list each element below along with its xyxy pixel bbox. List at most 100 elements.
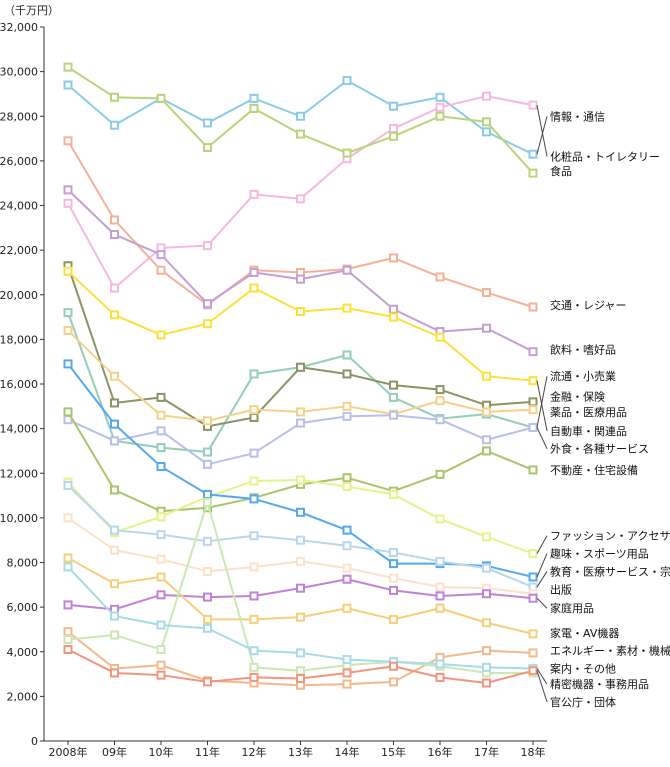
data-point [249,591,259,601]
data-point [342,369,352,379]
y-tick-label: 10,000 [0,512,38,525]
data-point [110,371,119,381]
data-point [203,416,212,426]
data-point [110,92,119,102]
data-point [110,283,119,293]
y-tick-label: 4,000 [7,646,39,659]
data-point [63,185,73,195]
data-point [110,310,119,320]
data-point [528,397,538,407]
data-point [296,674,305,684]
data-point [389,124,398,134]
data-point [342,541,352,551]
data-point [63,481,73,491]
data-point [249,646,259,656]
data-point [110,419,119,429]
data-point [63,136,73,146]
data-point [482,446,491,456]
legend-label: 交通・レジャー [550,298,626,312]
data-point [203,319,212,329]
data-point [249,476,259,486]
data-point [528,648,538,658]
data-point [203,142,212,152]
data-point [528,376,538,386]
data-point [482,646,491,656]
x-tick-label: 17年 [474,745,499,759]
data-point [389,392,398,402]
data-point [482,127,491,137]
data-point [482,618,491,628]
data-point [342,482,352,492]
data-point [342,401,352,411]
data-point [389,101,398,111]
data-point [528,100,538,110]
data-point [296,306,305,316]
y-tick-label: 26,000 [0,155,38,168]
x-tick-label: 11年 [195,745,220,759]
data-point [389,585,398,595]
data-point [342,473,352,483]
legend-label: 出版 [550,582,572,596]
data-point [156,590,166,600]
data-point [249,662,259,672]
legend-label: 情報・通信 [550,110,605,123]
data-point [249,267,259,277]
data-point [63,308,73,318]
data-point [296,194,305,204]
data-point [389,547,398,557]
data-point [482,532,491,542]
data-point [435,659,445,669]
data-point [435,514,445,524]
data-point [389,614,398,624]
data-point [156,645,166,655]
series-group [63,325,538,426]
data-point [435,582,445,592]
data-point [482,678,491,688]
data-point [528,149,538,159]
legend-leader-line [536,597,548,609]
data-point [156,93,166,103]
data-point [389,489,398,499]
data-point [342,350,352,360]
data-point [203,623,212,633]
data-point [528,423,538,433]
legend-label: 流通・小売業 [550,369,616,383]
y-tick-label: 24,000 [0,200,38,213]
data-point [249,494,259,504]
data-point [435,591,445,601]
y-axis-unit-label: （千万円） [4,4,59,17]
data-point [296,666,305,676]
data-point [342,655,352,665]
data-point [63,359,73,369]
data-point [156,443,166,453]
data-point [435,102,445,112]
data-point [482,288,491,298]
legend-leader-line [536,670,548,703]
data-point [63,80,73,90]
data-point [203,592,212,602]
data-point [156,462,166,472]
data-point [528,572,538,582]
data-point [249,531,259,541]
data-point [249,672,259,682]
data-point [249,614,259,624]
data-point [435,272,445,282]
data-point [63,407,73,417]
data-point [296,418,305,428]
x-tick-label: 15年 [381,745,406,759]
data-point [249,369,259,379]
data-point [203,447,212,457]
series-group [63,481,538,592]
data-point [482,589,491,599]
data-point [203,677,212,687]
data-point [389,559,398,569]
data-point [435,469,445,479]
data-point [389,253,398,263]
y-tick-label: 20,000 [0,289,38,302]
data-point [203,118,212,128]
data-point [435,556,445,566]
data-point [110,630,119,640]
series-line [67,329,534,422]
data-point [435,92,445,102]
data-point [63,627,73,637]
